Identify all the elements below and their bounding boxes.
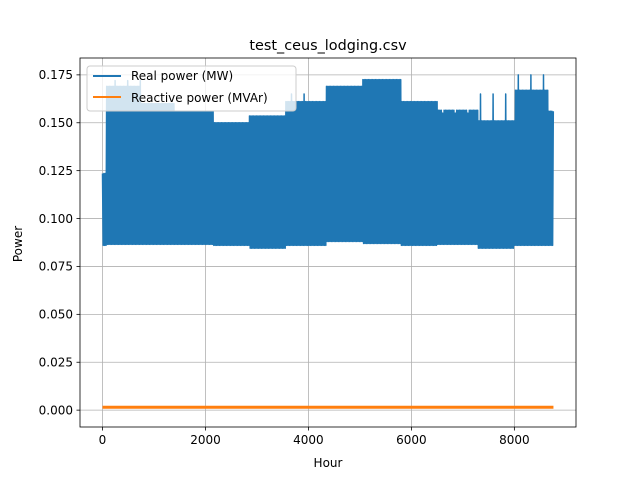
legend: Real power (MW) Reactive power (MVAr) — [86, 65, 297, 112]
axes-frame — [79, 57, 577, 428]
y-tick-label: 0.150 — [39, 116, 73, 130]
y-tick-label: 0.175 — [39, 68, 73, 82]
x-axis-ticks: 0 2000 4000 6000 8000 — [99, 427, 530, 447]
legend-label-reactive-power: Reactive power (MVAr) — [131, 91, 268, 105]
y-tick-label: 0.050 — [39, 308, 73, 322]
y-tick-label: 0.025 — [39, 356, 73, 370]
chart-title: test_ceus_lodging.csv — [249, 38, 407, 54]
y-tick-label: 0.000 — [39, 403, 73, 417]
x-tick-label: 2000 — [190, 433, 221, 447]
x-tick-label: 4000 — [293, 433, 324, 447]
x-axis-label: Hour — [314, 456, 343, 470]
legend-box — [86, 65, 297, 112]
x-tick-label: 6000 — [396, 433, 427, 447]
x-tick-label: 0 — [99, 433, 107, 447]
legend-label-real-power: Real power (MW) — [131, 69, 233, 83]
x-tick-label: 8000 — [499, 433, 530, 447]
y-axis-ticks: 0.000 0.025 0.050 0.075 0.100 0.125 0.150 0.175 — [39, 68, 80, 417]
plot-area — [101, 74, 555, 409]
series-line-real-power — [101, 74, 555, 249]
y-tick-label: 0.100 — [39, 212, 73, 226]
y-axis-label: Power — [11, 226, 25, 262]
y-tick-label: 0.125 — [39, 164, 73, 178]
y-tick-label: 0.075 — [39, 260, 73, 274]
